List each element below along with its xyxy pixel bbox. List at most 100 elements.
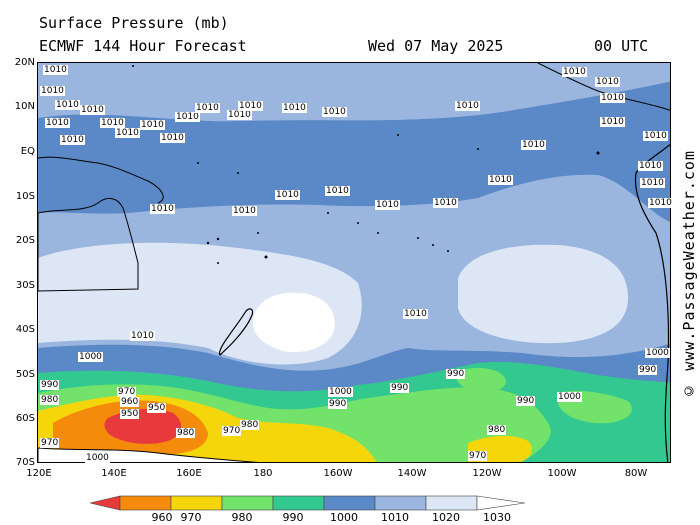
isobar-label: 1010 bbox=[521, 140, 546, 150]
lat-label-60s: 60S bbox=[15, 413, 35, 424]
isobar-label: 950 bbox=[147, 403, 167, 413]
isobar-label: 1010 bbox=[325, 186, 350, 196]
isobar-label: 990 bbox=[40, 380, 60, 390]
legend-swatch-above bbox=[476, 495, 526, 511]
central-america-coast bbox=[537, 63, 670, 111]
isobar-label: 1010 bbox=[100, 118, 125, 128]
isobar-label: 1010 bbox=[322, 107, 347, 117]
lon-label-140w: 140W bbox=[397, 468, 427, 479]
isobar-label: 1010 bbox=[140, 120, 165, 130]
lat-label-10n: 10N bbox=[14, 101, 35, 112]
isobar-label: 1010 bbox=[488, 175, 513, 185]
isobar-label: 1010 bbox=[648, 198, 673, 208]
isobar-label: 1010 bbox=[227, 110, 252, 120]
legend-swatch bbox=[374, 495, 427, 511]
lat-label-20s: 20S bbox=[15, 235, 35, 246]
legend-tick-label: 970 bbox=[181, 511, 202, 524]
legend-tick-label: 990 bbox=[283, 511, 304, 524]
isobar-label: 970 bbox=[40, 438, 60, 448]
legend-swatch-below bbox=[89, 495, 121, 511]
lon-label-160e: 160E bbox=[176, 468, 202, 479]
isobar-label: 1010 bbox=[115, 128, 140, 138]
isobar-label: 990 bbox=[328, 399, 348, 409]
isobar-label: 990 bbox=[446, 369, 466, 379]
isobar-label: 1010 bbox=[175, 112, 200, 122]
forecast-time: 00 UTC bbox=[594, 37, 649, 55]
lon-label-140e: 140E bbox=[101, 468, 127, 479]
isobar-label: 1010 bbox=[130, 331, 155, 341]
lon-label-100w: 100W bbox=[547, 468, 577, 479]
legend-swatch bbox=[119, 495, 172, 511]
isobar-label: 1000 bbox=[85, 453, 110, 463]
isobar-label: 1010 bbox=[40, 86, 65, 96]
isobar-label: 990 bbox=[516, 396, 536, 406]
isobar-label: 970 bbox=[117, 387, 137, 397]
lat-label-30s: 30S bbox=[15, 280, 35, 291]
lat-label-50s: 50S bbox=[15, 369, 35, 380]
isobar-label: 1010 bbox=[275, 190, 300, 200]
legend-swatch bbox=[323, 495, 376, 511]
map-subtitle: ECMWF 144 Hour Forecast bbox=[39, 37, 247, 55]
isobar-label: 1010 bbox=[403, 309, 428, 319]
isobar-label: 980 bbox=[487, 425, 507, 435]
zone-1000-1010-tropics bbox=[38, 81, 670, 223]
isobar-label: 990 bbox=[390, 383, 410, 393]
isobar-label: 1010 bbox=[643, 131, 668, 141]
isobar-label: 1010 bbox=[638, 161, 663, 171]
lon-label-120w: 120W bbox=[472, 468, 502, 479]
new-zealand-coast bbox=[218, 308, 254, 356]
watermark: © www.PassageWeather.com bbox=[680, 150, 698, 400]
forecast-date: Wed 07 May 2025 bbox=[368, 37, 504, 55]
map-title: Surface Pressure (mb) bbox=[39, 14, 229, 32]
isobar-label: 1010 bbox=[43, 65, 68, 75]
isobar-label: 960 bbox=[120, 397, 140, 407]
isobar-label: 950 bbox=[120, 409, 140, 419]
isobar-label: 1010 bbox=[600, 117, 625, 127]
isobar-label: 1010 bbox=[640, 178, 665, 188]
isobar-label: 1000 bbox=[78, 352, 103, 362]
isobar-label: 1010 bbox=[150, 204, 175, 214]
isobar-label: 980 bbox=[40, 395, 60, 405]
isobar-label: 1010 bbox=[45, 118, 70, 128]
isobar-label: 1000 bbox=[557, 392, 582, 402]
lon-label-80w: 80W bbox=[624, 468, 648, 479]
new-guinea-coast bbox=[38, 156, 164, 204]
isobar-label: 970 bbox=[468, 451, 488, 461]
isobar-label: 980 bbox=[176, 428, 196, 438]
isobar-label: 1010 bbox=[160, 133, 185, 143]
lat-label-10s: 10S bbox=[15, 191, 35, 202]
isobar-label: 1010 bbox=[375, 200, 400, 210]
lat-label-eq: EQ bbox=[20, 146, 35, 157]
lat-label-70s: 70S bbox=[15, 457, 35, 468]
lon-label-160w: 160W bbox=[323, 468, 353, 479]
lon-label-180: 180 bbox=[253, 468, 273, 479]
isobar-label: 970 bbox=[222, 426, 242, 436]
pacific-islands bbox=[132, 65, 600, 264]
legend-tick-label: 1000 bbox=[330, 511, 358, 524]
australia-coast bbox=[38, 197, 139, 292]
legend-swatch bbox=[425, 495, 478, 511]
isobar-label: 1000 bbox=[645, 348, 670, 358]
zone-above-1030-high bbox=[252, 292, 335, 353]
isobar-label: 1010 bbox=[595, 77, 620, 87]
zone-980-990-small bbox=[456, 368, 506, 393]
lon-label-120e: 120E bbox=[26, 468, 52, 479]
legend-tick-label: 1020 bbox=[432, 511, 460, 524]
zone-1020-1030-east-high bbox=[458, 244, 628, 344]
legend-swatch bbox=[170, 495, 223, 511]
isobar-label: 1010 bbox=[55, 100, 80, 110]
isobar-label: 1010 bbox=[455, 101, 480, 111]
legend-swatch bbox=[221, 495, 274, 511]
isobar-label: 1010 bbox=[600, 93, 625, 103]
pressure-legend: 960 970 980 990 1000 1010 1020 1030 bbox=[89, 495, 526, 524]
isobar-label: 1010 bbox=[282, 103, 307, 113]
isobar-label: 1010 bbox=[562, 67, 587, 77]
isobar-label: 980 bbox=[240, 420, 260, 430]
lat-label-40s: 40S bbox=[15, 324, 35, 335]
isobar-label: 1010 bbox=[195, 103, 220, 113]
legend-tick-label: 1010 bbox=[381, 511, 409, 524]
isobar-label: 1010 bbox=[238, 101, 263, 111]
isobar-label: 1010 bbox=[433, 198, 458, 208]
isobar-label: 990 bbox=[638, 365, 658, 375]
legend-tick-label: 1030 bbox=[483, 511, 511, 524]
